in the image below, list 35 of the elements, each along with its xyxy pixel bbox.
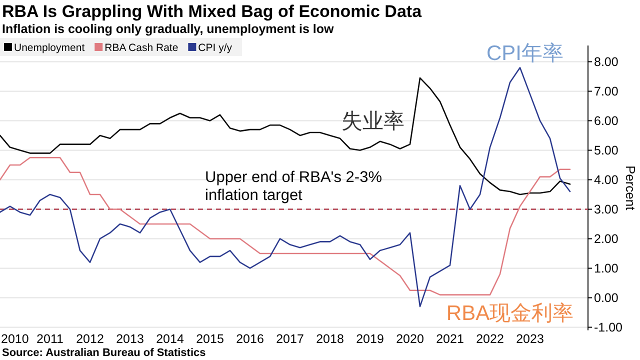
y-tick-label: 3.00	[594, 202, 618, 217]
x-tick-label: 2013	[116, 332, 144, 346]
x-tick-label: 2011	[36, 332, 64, 346]
annotation: CPI年率	[486, 42, 564, 65]
x-tick-label: 2017	[276, 332, 304, 346]
y-tick-label: 7.00	[594, 84, 618, 99]
legend-label: CPI y/y	[198, 42, 233, 54]
y-tick-label: 0.00	[594, 291, 618, 306]
y-tick-label: 1.00	[594, 262, 618, 276]
y-tick-label: 5.00	[594, 144, 618, 158]
legend-label: Unemployment	[14, 42, 85, 54]
x-tick-label: 2020	[396, 332, 424, 346]
y-tick-label: -1.00	[594, 320, 623, 335]
x-tick-label: 2023	[516, 332, 544, 346]
x-tick-label: 2012	[76, 332, 104, 346]
x-tick-label: 2015	[196, 332, 224, 346]
x-tick-label: 2010	[1, 332, 29, 346]
y-axis-title: Percent	[623, 165, 638, 211]
annotation: 失业率	[342, 110, 404, 133]
x-tick-label: 2018	[316, 332, 344, 346]
x-tick-label: 2022	[476, 332, 504, 346]
y-tick-label: 8.00	[594, 55, 618, 70]
y-tick-label: 6.00	[594, 114, 618, 128]
y-tick-label: 4.00	[594, 173, 618, 188]
annotation: RBA现金利率	[446, 302, 574, 325]
x-tick-label: 2021	[436, 332, 464, 346]
source-note: Source: Australian Bureau of Statistics	[2, 347, 206, 359]
ref-line-label: Upper end of RBA's 2-3% inflation target	[205, 169, 382, 204]
legend-label: RBA Cash Rate	[104, 42, 178, 54]
x-tick-label: 2019	[356, 332, 384, 346]
chart-title: RBA Is Grappling With Mixed Bag of Economic Data	[2, 2, 422, 21]
y-tick-label: 2.00	[594, 232, 618, 246]
chart-subtitle: Inflation is cooling only gradually, unemployment is low	[2, 22, 334, 36]
x-tick-label: 2014	[156, 332, 184, 346]
x-tick-label: 2016	[236, 332, 264, 346]
